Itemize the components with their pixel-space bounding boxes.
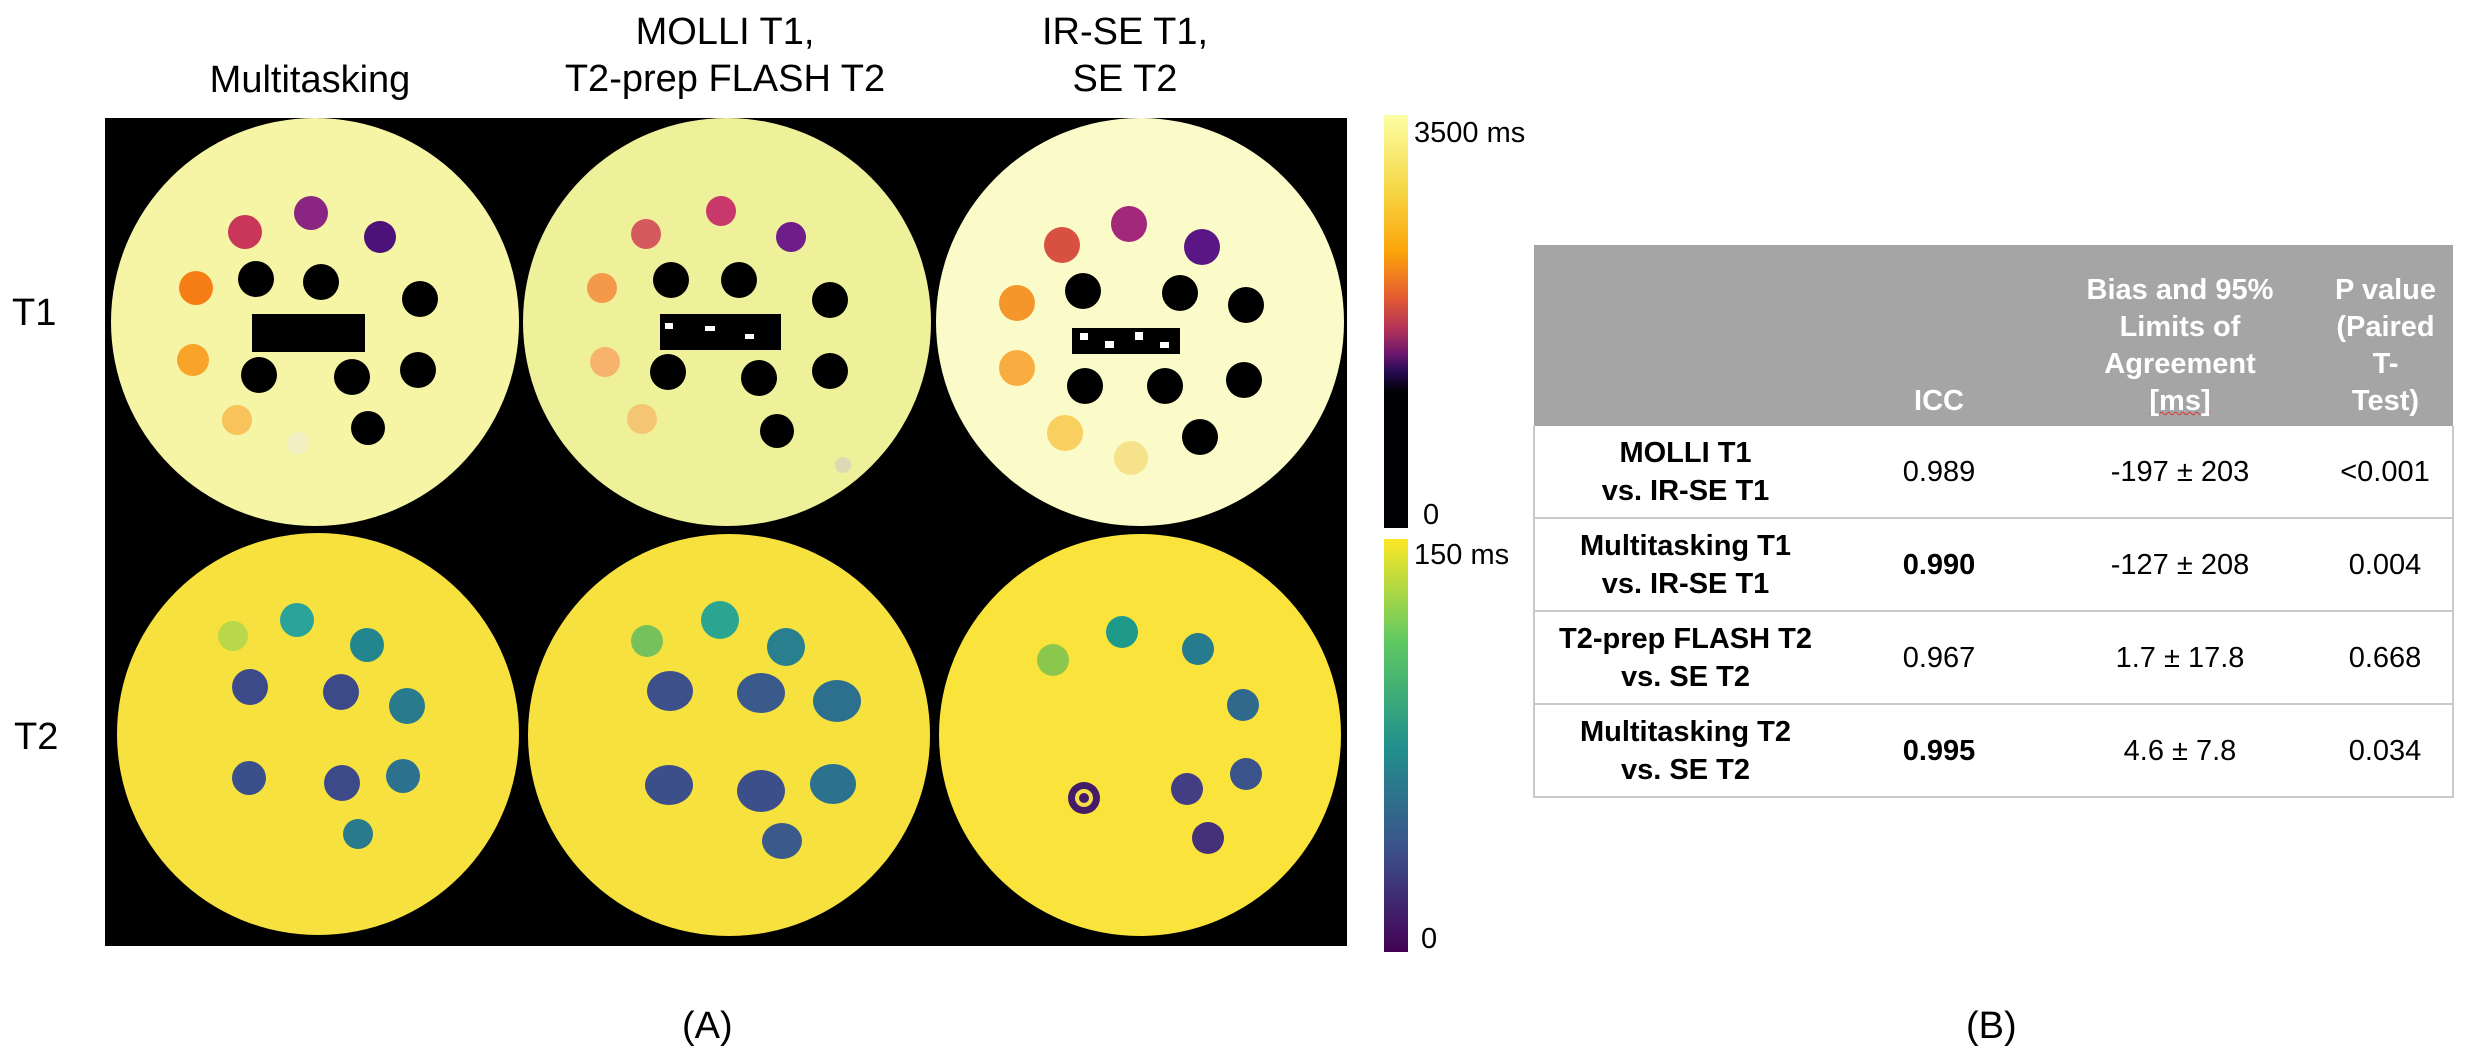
header-icc: ICC bbox=[1836, 245, 2042, 426]
t1-colorbar-max-label: 3500 ms bbox=[1414, 117, 1526, 149]
row-label-t1: T1 bbox=[12, 292, 57, 334]
t2-se-phantom bbox=[939, 534, 1341, 936]
comparison-cell: Multitasking T1 vs. IR-SE T1 bbox=[1533, 518, 1836, 612]
p-value-cell: 0.034 bbox=[2318, 704, 2454, 798]
t1-colorbar bbox=[1384, 115, 1408, 528]
column-header-multitasking: Multitasking bbox=[209, 59, 411, 101]
table-row: MOLLI T1 vs. IR-SE T1 0.989 -197 ± 203 <… bbox=[1533, 426, 2454, 519]
table-row: Multitasking T2 vs. SE T2 0.995 4.6 ± 7.… bbox=[1533, 704, 2454, 798]
row-label-t2: T2 bbox=[14, 716, 59, 758]
header-p-value: P value (Paired T- Test) bbox=[2318, 245, 2453, 426]
table-row: T2-prep FLASH T2 vs. SE T2 0.967 1.7 ± 1… bbox=[1533, 611, 2454, 705]
bias-cell: -197 ± 203 bbox=[2042, 426, 2318, 519]
t1-multitasking-phantom bbox=[111, 118, 519, 526]
phantom-maps-image bbox=[105, 118, 1347, 946]
t2-multitasking-phantom bbox=[117, 533, 519, 935]
p-value-cell: 0.668 bbox=[2318, 611, 2454, 705]
panel-label-b: (B) bbox=[1966, 1005, 2017, 1047]
icc-cell: 0.989 bbox=[1836, 426, 2042, 519]
bias-cell: 1.7 ± 17.8 bbox=[2042, 611, 2318, 705]
header-bias: Bias and 95% Limits of Agreement [ms] bbox=[2042, 245, 2318, 426]
table-header-row: ICC Bias and 95% Limits of Agreement [ms… bbox=[1534, 245, 2453, 426]
header-comparison bbox=[1534, 245, 1836, 426]
comparison-cell: MOLLI T1 vs. IR-SE T1 bbox=[1533, 426, 1836, 519]
column-header-molli: MOLLI T1, T2-prep FLASH T2 bbox=[564, 11, 886, 100]
icc-cell: 0.995 bbox=[1836, 704, 2042, 798]
t2-colorbar-max-label: 150 ms bbox=[1414, 539, 1510, 571]
t1-molli-phantom bbox=[523, 118, 931, 526]
p-value-cell: <0.001 bbox=[2318, 426, 2454, 519]
table-row: Multitasking T1 vs. IR-SE T1 0.990 -127 … bbox=[1533, 518, 2454, 612]
column-header-irse: IR-SE T1, SE T2 bbox=[1041, 11, 1209, 100]
comparison-cell: T2-prep FLASH T2 vs. SE T2 bbox=[1533, 611, 1836, 705]
t2-colorbar bbox=[1384, 539, 1408, 952]
t2-flash-phantom bbox=[528, 534, 930, 936]
t1-colorbar-min-label: 0 bbox=[1423, 499, 1440, 531]
t1-irse-phantom bbox=[936, 118, 1344, 526]
phantom-maps-svg bbox=[111, 118, 1344, 936]
comparison-cell: Multitasking T2 vs. SE T2 bbox=[1533, 704, 1836, 798]
p-value-cell: 0.004 bbox=[2318, 518, 2454, 612]
agreement-table: ICC Bias and 95% Limits of Agreement [ms… bbox=[1533, 245, 2454, 798]
icc-cell: 0.990 bbox=[1836, 518, 2042, 612]
t2-colorbar-min-label: 0 bbox=[1421, 923, 1438, 955]
bias-cell: -127 ± 208 bbox=[2042, 518, 2318, 612]
bias-cell: 4.6 ± 7.8 bbox=[2042, 704, 2318, 798]
icc-cell: 0.967 bbox=[1836, 611, 2042, 705]
panel-label-a: (A) bbox=[682, 1005, 733, 1047]
